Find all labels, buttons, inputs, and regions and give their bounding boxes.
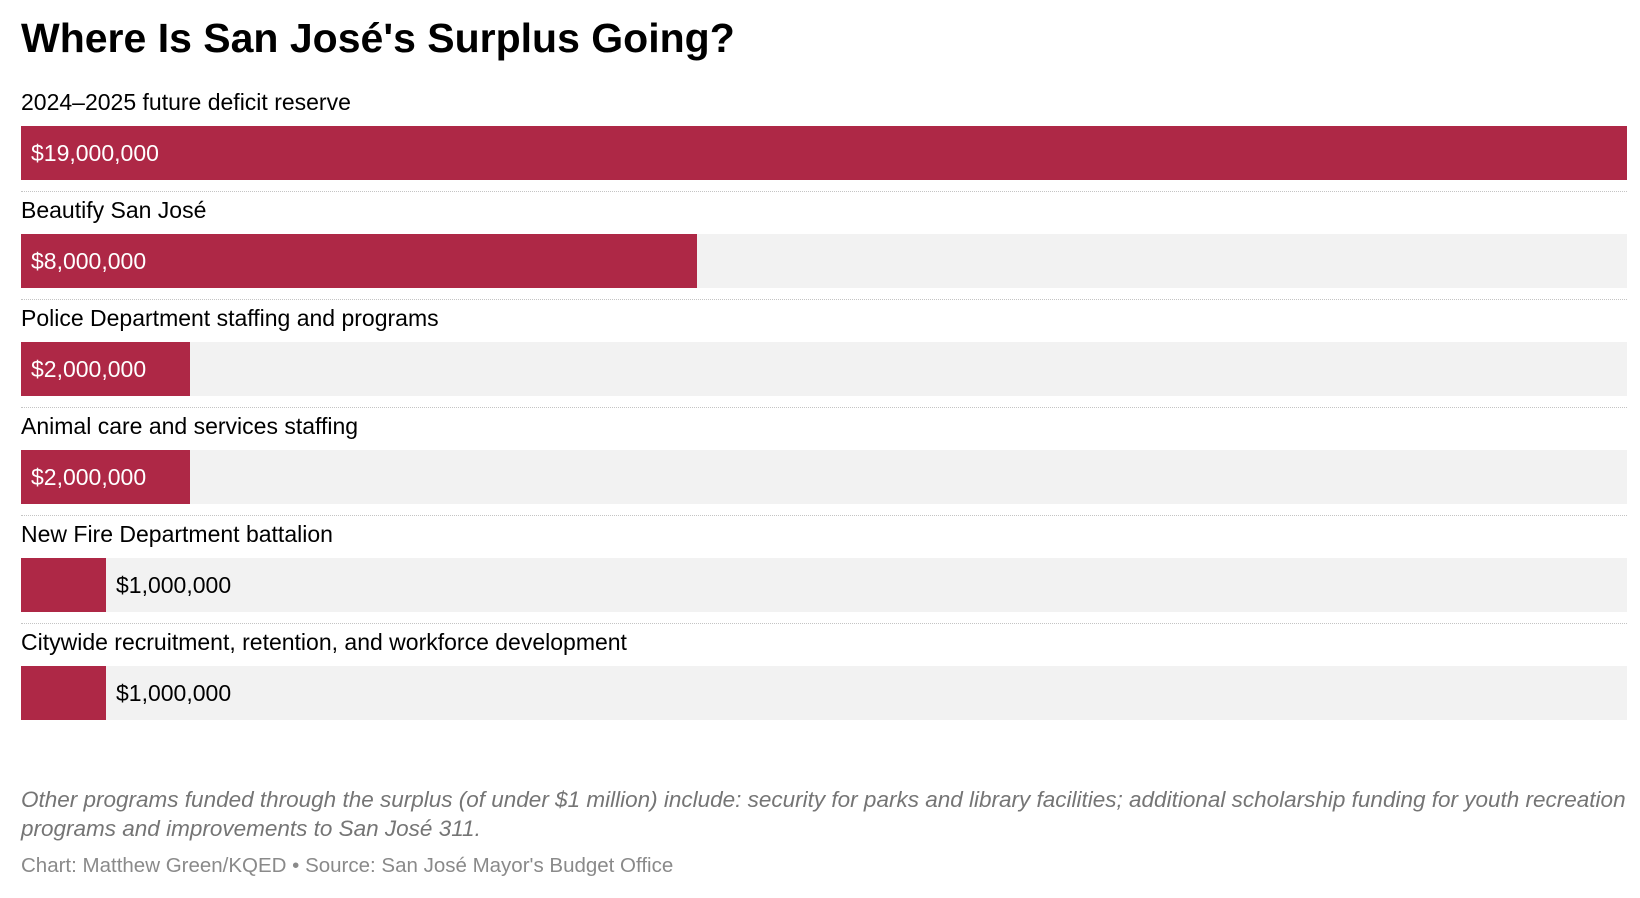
value-label: $1,000,000 [116,572,232,598]
bar-track: $2,000,000 [21,342,1627,396]
row-divider [21,623,1627,624]
value-label: $1,000,000 [116,680,232,706]
bar-track: $19,000,000 [21,126,1627,180]
chart-title: Where Is San José's Surplus Going? [21,15,735,61]
chart-credit: Chart: Matthew Green/KQED [21,854,287,877]
bar [21,126,1627,180]
chart-row: Police Department staffing and programs $… [21,302,1627,414]
value-label: $19,000,000 [31,140,159,166]
row-divider [21,191,1627,192]
chart-row: New Fire Department battalion $1,000,000 [21,518,1627,630]
category-label: Citywide recruitment, retention, and wor… [21,629,627,655]
category-label: 2024–2025 future deficit reserve [21,89,351,115]
bar-track: $1,000,000 [21,558,1627,612]
bar-track: $8,000,000 [21,234,1627,288]
row-divider [21,407,1627,408]
bar-track: $2,000,000 [21,450,1627,504]
chart-row: Beautify San José $8,000,000 [21,194,1627,306]
bar [21,234,697,288]
chart-row: 2024–2025 future deficit reserve $19,000,… [21,86,1627,198]
bar [21,342,190,396]
chart-footer: Chart: Matthew Green/KQED • Source: San … [21,853,673,879]
bar [21,450,190,504]
row-divider [21,515,1627,516]
value-label: $2,000,000 [31,464,147,490]
footer-separator: • [292,854,300,877]
value-label: $8,000,000 [31,248,147,274]
category-label: New Fire Department battalion [21,521,333,547]
chart-row: Citywide recruitment, retention, and wor… [21,626,1627,738]
bar [21,558,106,612]
bar-track: $1,000,000 [21,666,1627,720]
chart-source: Source: San José Mayor's Budget Office [305,854,674,877]
bar [21,666,106,720]
row-divider [21,299,1627,300]
category-label: Police Department staffing and programs [21,305,439,331]
chart-row: Animal care and services staffing $2,000,… [21,410,1627,522]
category-label: Animal care and services staffing [21,413,359,439]
category-label: Beautify San José [21,197,207,223]
chart-notes: Other programs funded through the surplu… [21,787,1626,841]
value-label: $2,000,000 [31,356,147,382]
